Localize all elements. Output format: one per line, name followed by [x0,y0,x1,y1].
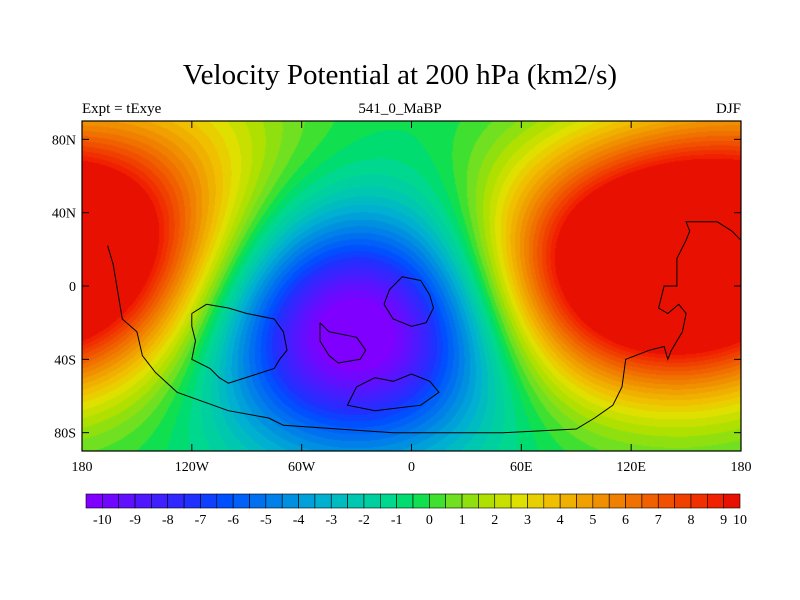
colorbar-swatch [543,493,561,509]
colorbar-swatch [314,493,332,509]
coastline-4 [346,373,440,412]
colorbar-label: -2 [358,513,370,528]
colorbar-swatch [396,493,414,509]
colorbar-label: 0 [426,513,433,528]
colorbar-swatch [445,493,463,509]
colorbar-label: 2 [491,513,498,528]
colorbar-swatch [657,493,675,509]
colorbar-label: 5 [589,513,596,528]
colorbar-swatch [330,493,348,509]
colorbar-label: 10 [733,513,747,528]
colorbar-swatch [85,493,103,509]
colorbar-swatch [134,493,152,509]
colorbar-label: -5 [260,513,272,528]
colorbar-swatch [167,493,185,509]
x-tick-label: 120W [175,460,210,475]
colorbar-swatch [608,493,626,509]
colorbar-swatch [347,493,365,509]
colorbar-swatch [559,493,577,509]
colorbar-swatch [461,493,479,509]
colorbar-swatch [494,493,512,509]
colorbar-label: 7 [655,513,662,528]
colorbar-swatch [281,493,299,509]
colorbar-swatch [265,493,283,509]
run-label: 541_0_MaBP [358,101,442,117]
y-tick-label: 40N [52,207,76,222]
colorbar-swatch [527,493,545,509]
x-tick-label: 60W [288,460,316,475]
coastline-0 [107,221,742,434]
coastline-1 [191,303,288,384]
colorbar-swatch [412,493,430,509]
colorbar: -10 -9 -8 -7 -6 -5 -4 -3 -2 -1 0 1 2 3 4 5 6 7 8 9 10 [85,493,747,528]
colorbar-label: 1 [459,513,466,528]
coastline-3 [383,276,435,327]
colorbar-label: 3 [524,513,531,528]
colorbar-swatch [379,493,397,509]
contour-map [82,121,742,451]
colorbar-label: -8 [162,513,174,528]
x-tick-label: 180 [72,460,93,475]
colorbar-swatch [183,493,201,509]
colorbar-swatch [298,493,316,509]
colorbar-swatch [510,493,528,509]
colorbar-label: -1 [391,513,403,528]
colorbar-swatch [706,493,724,509]
colorbar-swatch [641,493,659,509]
colorbar-label: -4 [293,513,305,528]
y-tick-label: 80S [54,427,76,442]
colorbar-label: -7 [195,513,207,528]
colorbar-swatch [216,493,234,509]
colorbar-swatch [690,493,708,509]
colorbar-swatch [232,493,250,509]
y-tick-label: 0 [69,280,76,295]
map-axes: 180 120W 60W 0 60E 120E 180 80N 40N 0 40S 80S [52,120,752,475]
colorbar-swatch [200,493,218,509]
colorbar-label: -10 [93,513,112,528]
x-tick-label: 0 [408,460,415,475]
map-title: Velocity Potential at 200 hPa (km2/s) [182,59,618,91]
x-tick-label: 120E [616,460,646,475]
experiment-label: Expt = tExye [82,101,162,117]
colorbar-label: 8 [688,513,695,528]
colorbar-swatch [102,493,119,509]
colorbar-label: -9 [129,513,141,528]
colorbar-label: -6 [227,513,239,528]
colorbar-swatch [674,493,692,509]
colorbar-swatch [723,493,741,509]
coastline-2 [319,322,367,364]
x-tick-label: 180 [731,460,752,475]
colorbar-swatch [592,493,610,509]
colorbar-label: -3 [325,513,337,528]
colorbar-swatch [151,493,169,509]
colorbar-label: 6 [622,513,629,528]
y-tick-label: 80N [52,133,76,148]
colorbar-swatch [363,493,381,509]
colorbar-swatch [249,493,267,509]
colorbar-swatch [478,493,496,509]
y-tick-label: 40S [54,353,76,368]
contour-fill [82,121,741,451]
season-label: DJF [715,101,741,117]
colorbar-label: 4 [557,513,564,528]
colorbar-swatch [118,493,136,509]
x-tick-label: 60E [510,460,533,475]
colorbar-swatch [576,493,594,509]
colorbar-swatch [625,493,643,509]
colorbar-label: 9 [720,513,727,528]
colorbar-swatch [429,493,447,509]
